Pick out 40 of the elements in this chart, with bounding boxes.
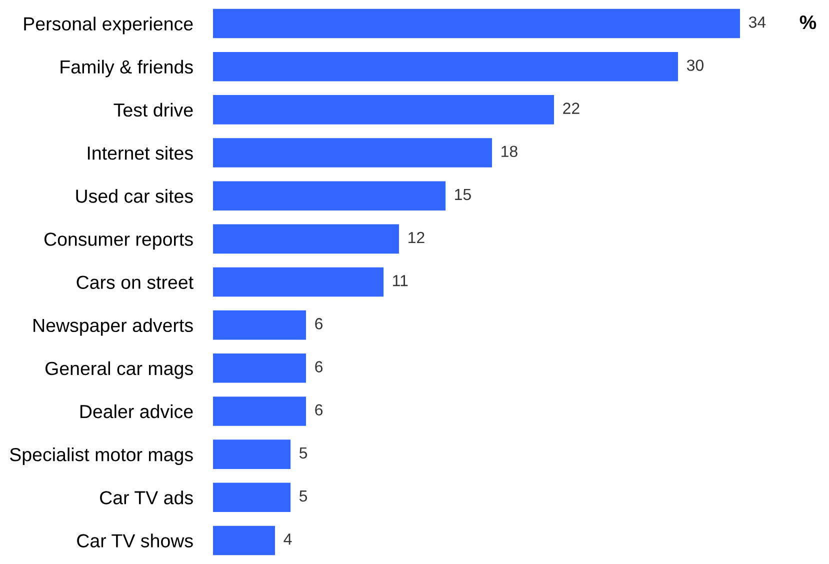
text: % [800,16,816,30]
data-label: 6 [315,361,323,372]
data-label: 22 [563,102,580,114]
y-tick-label: Dealer advice [80,404,193,418]
y-tick-label: Test drive [114,102,193,117]
bar [213,52,678,82]
y-tick-label: Internet sites [88,146,193,160]
y-tick-label: Car TV ads [100,490,193,504]
bar [213,310,306,340]
y-tick-label: Personal experience [24,16,193,34]
data-label: 4 [284,534,292,545]
bar [213,526,275,556]
y-tick-label: Specialist motor mags [10,448,193,465]
data-label: 5 [299,447,308,459]
data-label: 12 [408,232,424,244]
bar [213,95,554,124]
y-tick-label: Consumer reports [44,232,193,250]
bar [213,224,399,254]
y-tick-label: Cars on street [76,276,194,289]
data-label: 6 [315,404,323,416]
bar [213,267,384,297]
bar [213,8,740,38]
bar [213,181,446,210]
y-tick-label: Family & friends [60,60,193,78]
data-label: 34 [748,16,766,28]
data-label: 15 [455,188,471,200]
bar [213,354,306,383]
data-label: 18 [502,146,518,158]
y-tick-label: General car mags [45,361,193,379]
y-tick-label: Used car sites [76,189,193,203]
y-tick-label: Car TV shows [77,534,193,548]
data-label: 11 [393,275,408,286]
y-tick-label: Newspaper adverts [34,318,193,336]
data-label: 5 [299,490,308,502]
bar [213,396,306,426]
bar [213,482,290,512]
bar [213,138,492,168]
bar [213,440,290,469]
data-label: 30 [686,60,704,71]
data-label: 6 [315,318,323,330]
